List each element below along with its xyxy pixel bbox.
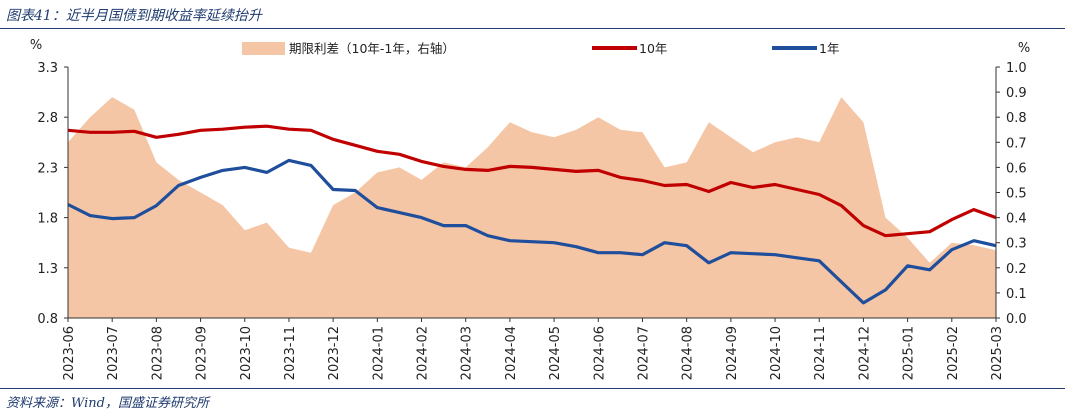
x-tick-label: 2025-03 <box>990 326 1005 380</box>
figure-title: 图表41：近半月国债到期收益率延续抬升 <box>6 8 262 24</box>
line-1y <box>67 158 997 305</box>
x-tick-label: 2023-10 <box>239 326 254 380</box>
source-note: 资料来源：Wind，国盛证券研究所 <box>6 396 209 411</box>
x-tick-label: 2023-12 <box>327 326 342 380</box>
legend: 期限利差（10年-1年，右轴） 10年 1年 <box>242 41 839 56</box>
legend-label-10y: 10年 <box>639 41 667 56</box>
x-tick-label: 2024-03 <box>460 326 475 380</box>
x-tick-label: 2024-01 <box>371 326 386 380</box>
x-tick-label: 2023-08 <box>150 326 165 380</box>
x-tick-label: 2024-06 <box>592 326 607 380</box>
right-tick-label: 0.8 <box>1006 111 1027 126</box>
x-tick-label: 2024-11 <box>813 326 828 380</box>
axis-layer: 3.3 2.8 2.3 1.8 1.3 0.8% 1.0 0.9 0.8 0.7 0.6 0.5 0.4… <box>30 38 1030 380</box>
x-tick-label: 2024-10 <box>769 326 784 380</box>
left-tick-label: 2.8 <box>37 111 58 126</box>
x-tick-label: 2023-06 <box>62 326 77 380</box>
left-tick-label: 2.3 <box>37 161 58 176</box>
x-tick-label: 2024-04 <box>504 326 519 380</box>
right-tick-label: 0.6 <box>1006 161 1027 176</box>
title-rule <box>0 28 1065 29</box>
right-tick-label: 0.4 <box>1006 212 1027 227</box>
right-tick-label: 0.7 <box>1006 136 1027 151</box>
x-tick-label: 2025-02 <box>946 326 961 380</box>
legend-label-spread: 期限利差（10年-1年，右轴） <box>289 41 455 56</box>
right-tick-label: 0.9 <box>1006 86 1027 101</box>
legend-swatch-spread <box>242 42 285 55</box>
left-tick-label: 1.8 <box>37 212 58 227</box>
x-tick-label: 2024-08 <box>681 326 696 380</box>
left-tick-label: 0.8 <box>37 312 58 327</box>
spread-area-layer <box>68 97 996 318</box>
x-tick-label: 2024-07 <box>636 326 651 380</box>
x-tick-label: 2024-12 <box>857 326 872 380</box>
line-layer <box>67 124 997 305</box>
legend-label-1y: 1年 <box>819 41 839 56</box>
right-tick-label: 0.0 <box>1006 312 1027 327</box>
left-tick-label: 1.3 <box>37 262 58 277</box>
right-tick-label: 0.1 <box>1006 287 1027 302</box>
right-axis-unit: % <box>1018 41 1030 56</box>
x-tick-label: 2023-11 <box>283 326 298 380</box>
x-tick-label: 2023-09 <box>195 326 210 380</box>
right-tick-label: 0.2 <box>1006 262 1027 277</box>
right-tick-label: 0.5 <box>1006 187 1027 202</box>
line-10y <box>67 124 997 238</box>
x-tick-label: 2024-09 <box>725 326 740 380</box>
x-tick-label: 2024-05 <box>548 326 563 380</box>
x-tick-label: 2024-02 <box>416 326 431 380</box>
left-tick-label: 3.3 <box>37 61 58 76</box>
right-tick-label: 0.3 <box>1006 237 1027 252</box>
right-tick-label: 1.0 <box>1006 61 1027 76</box>
bottom-rule <box>0 388 1065 389</box>
spread-area <box>68 97 996 318</box>
x-tick-label: 2025-01 <box>902 326 917 380</box>
x-tick-label: 2023-07 <box>106 326 121 380</box>
left-axis-unit: % <box>30 38 42 53</box>
